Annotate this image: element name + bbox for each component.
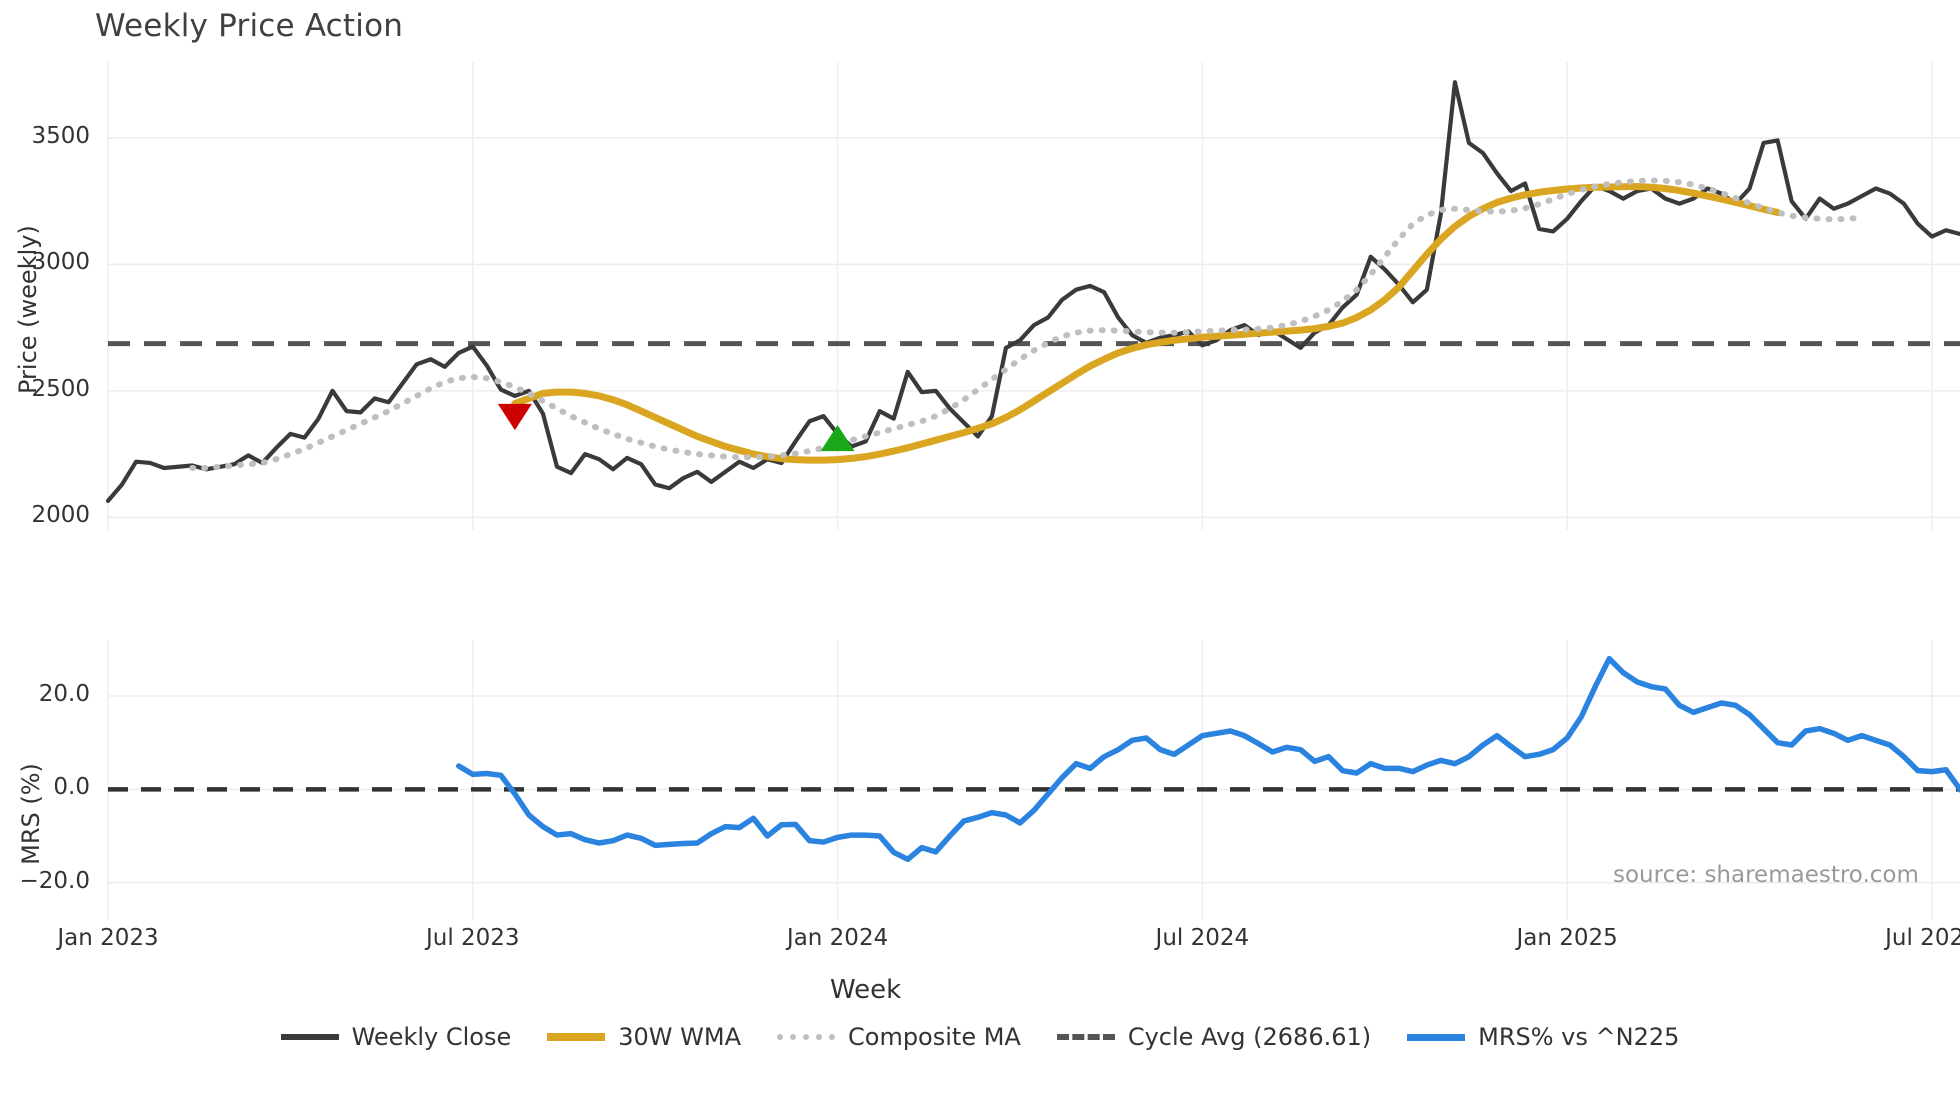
mrs-panel-series [108, 655, 1960, 863]
legend-label: Cycle Avg (2686.61) [1127, 1023, 1372, 1051]
sell-marker [497, 403, 532, 431]
x-tick: Jan 2025 [1516, 925, 1618, 951]
x-tick: Jul 2025 [1885, 925, 1960, 951]
legend-label: Composite MA [848, 1023, 1021, 1051]
mrs-y-tick: −20.0 [19, 867, 90, 894]
plot-area [105, 62, 1960, 920]
price-y-tick: 2000 [31, 502, 90, 529]
legend-item-30w-wma[interactable]: 30W WMA [547, 1023, 741, 1051]
legend-swatch-icon [777, 1034, 835, 1040]
price-y-tick: 2500 [31, 375, 90, 402]
legend-swatch-icon [1056, 1034, 1115, 1040]
legend-label: MRS% vs ^N225 [1478, 1023, 1680, 1051]
series-line-composite-ma [189, 177, 1865, 472]
legend-swatch-icon [280, 1034, 339, 1040]
x-tick: Jul 2023 [425, 925, 520, 951]
signal-markers [497, 403, 855, 452]
legend-swatch-icon [1407, 1033, 1466, 1041]
legend-label: Weekly Close [351, 1023, 512, 1051]
x-tick: Jan 2024 [786, 925, 889, 951]
x-tick: Jul 2024 [1155, 925, 1250, 951]
legend-item-composite-ma[interactable]: Composite MA [777, 1023, 1021, 1051]
price-y-tick: 3500 [31, 122, 90, 149]
series-line-30w-wma [511, 182, 1782, 464]
price-panel-series [105, 80, 1960, 504]
x-axis-label: Week [830, 975, 902, 1005]
mrs-y-tick: 0.0 [53, 774, 90, 801]
chart-title: Weekly Price Action [95, 8, 404, 44]
legend-item-cycle-avg-2686-61[interactable]: Cycle Avg (2686.61) [1056, 1023, 1372, 1051]
series-line-weekly-close [105, 80, 1960, 504]
legend-label: 30W WMA [618, 1023, 741, 1051]
mrs-y-tick: 20.0 [38, 681, 90, 707]
buy-marker [820, 424, 855, 452]
legend-item-mrs-vs-n225[interactable]: MRS% vs ^N225 [1407, 1023, 1679, 1051]
legend-item-weekly-close[interactable]: Weekly Close [280, 1023, 512, 1051]
price-y-tick: 3000 [31, 249, 90, 276]
source-watermark: source: sharemaestro.com [1613, 862, 1919, 888]
chart-legend: Weekly Close 30W WMA Composite MA Cycle Avg… [0, 1023, 1960, 1051]
legend-swatch-icon [547, 1033, 606, 1041]
series-line-mrs-vs-n225 [456, 655, 1960, 863]
x-tick: Jan 2023 [57, 925, 159, 951]
